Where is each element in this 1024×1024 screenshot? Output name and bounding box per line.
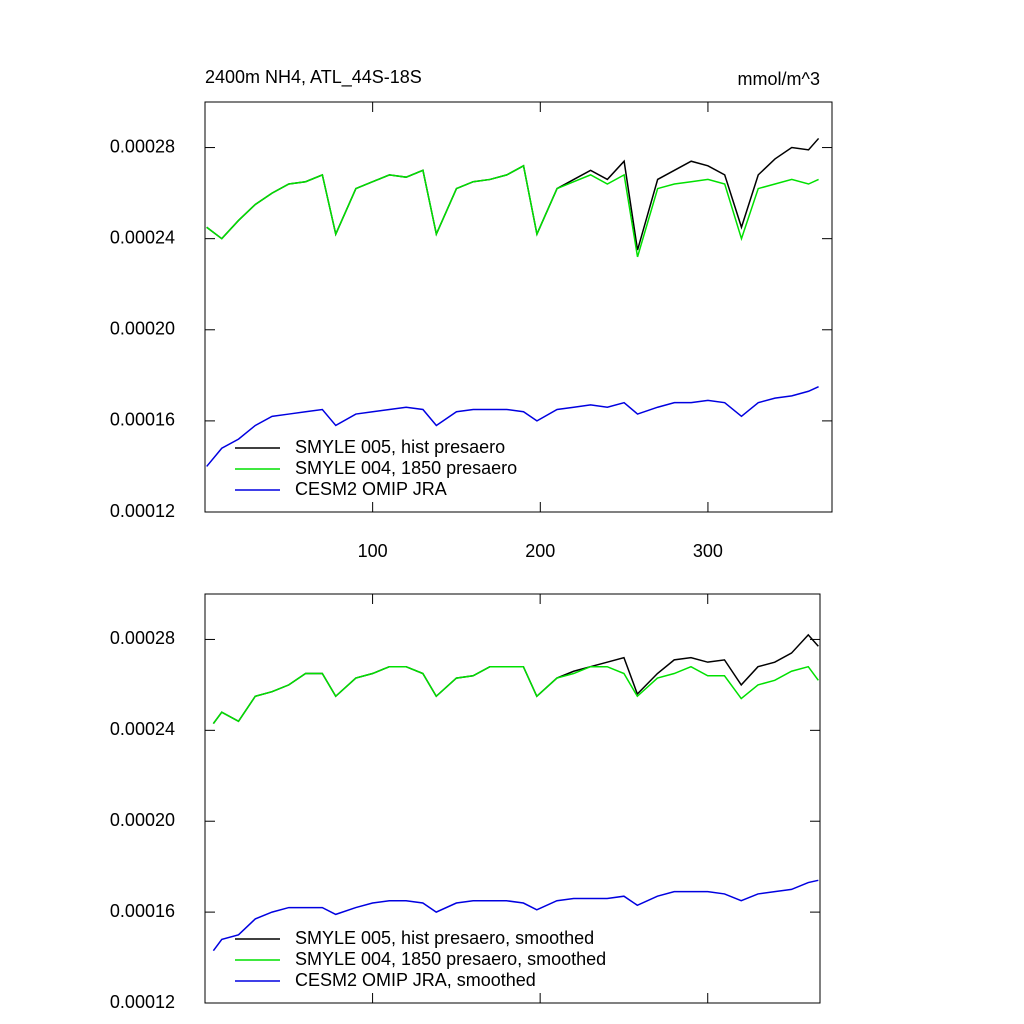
data-line [206, 137, 820, 251]
y-tick-label: 0.00012 [110, 992, 175, 1012]
y-tick-label: 0.00028 [110, 136, 175, 156]
chart-title: 2400m NH4, ATL_44S-18S [205, 67, 422, 88]
units-label: mmol/m^3 [738, 69, 820, 89]
y-tick-label: 0.00016 [110, 410, 175, 430]
plot-frame [204, 593, 821, 1004]
data-line [212, 665, 819, 724]
x-tick-label: 200 [525, 541, 555, 561]
legend-label: CESM2 OMIP JRA, smoothed [295, 970, 536, 990]
plot-frame [204, 101, 833, 513]
legend-label: SMYLE 004, 1850 presaero, smoothed [295, 949, 606, 969]
x-tick-label: 100 [358, 541, 388, 561]
legend-label: SMYLE 005, hist presaero, smoothed [295, 928, 594, 948]
y-tick-label: 0.00016 [110, 901, 175, 921]
legend-label: SMYLE 004, 1850 presaero [295, 458, 517, 478]
y-tick-label: 0.00024 [110, 227, 175, 247]
y-tick-label: 0.00012 [110, 501, 175, 521]
data-line [206, 386, 819, 467]
data-line [212, 879, 819, 952]
y-tick-label: 0.00020 [110, 810, 175, 830]
y-tick-label: 0.00020 [110, 319, 175, 339]
legend-label: CESM2 OMIP JRA [295, 479, 447, 499]
data-line [206, 164, 819, 258]
y-tick-label: 0.00024 [110, 719, 175, 739]
x-tick-label: 300 [693, 541, 723, 561]
legend-label: SMYLE 005, hist presaero [295, 437, 505, 457]
y-tick-label: 0.00028 [110, 628, 175, 648]
